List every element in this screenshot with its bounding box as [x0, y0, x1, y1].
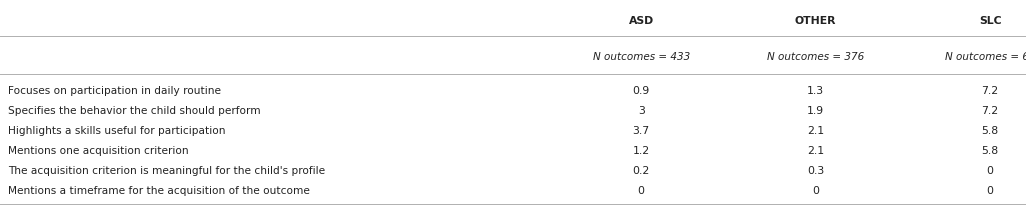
- Text: 0: 0: [987, 186, 993, 196]
- Text: N outcomes = 69: N outcomes = 69: [945, 52, 1026, 62]
- Text: 0: 0: [987, 166, 993, 176]
- Text: 7.2: 7.2: [982, 86, 998, 96]
- Text: The acquisition criterion is meaningful for the child's profile: The acquisition criterion is meaningful …: [8, 166, 325, 176]
- Text: 0.9: 0.9: [633, 86, 649, 96]
- Text: 1.9: 1.9: [807, 106, 824, 116]
- Text: 2.1: 2.1: [807, 126, 824, 136]
- Text: SLC: SLC: [979, 16, 1001, 26]
- Text: 0: 0: [813, 186, 819, 196]
- Text: N outcomes = 376: N outcomes = 376: [767, 52, 864, 62]
- Text: 5.8: 5.8: [982, 126, 998, 136]
- Text: 5.8: 5.8: [982, 146, 998, 156]
- Text: N outcomes = 433: N outcomes = 433: [593, 52, 689, 62]
- Text: ASD: ASD: [629, 16, 654, 26]
- Text: 1.3: 1.3: [807, 86, 824, 96]
- Text: 2.1: 2.1: [807, 146, 824, 156]
- Text: 0.3: 0.3: [807, 166, 824, 176]
- Text: OTHER: OTHER: [795, 16, 836, 26]
- Text: Highlights a skills useful for participation: Highlights a skills useful for participa…: [8, 126, 226, 136]
- Text: Specifies the behavior the child should perform: Specifies the behavior the child should …: [8, 106, 261, 116]
- Text: Mentions one acquisition criterion: Mentions one acquisition criterion: [8, 146, 189, 156]
- Text: 0: 0: [638, 186, 644, 196]
- Text: Focuses on participation in daily routine: Focuses on participation in daily routin…: [8, 86, 222, 96]
- Text: 3: 3: [638, 106, 644, 116]
- Text: Mentions a timeframe for the acquisition of the outcome: Mentions a timeframe for the acquisition…: [8, 186, 310, 196]
- Text: 1.2: 1.2: [633, 146, 649, 156]
- Text: 7.2: 7.2: [982, 106, 998, 116]
- Text: 0.2: 0.2: [633, 166, 649, 176]
- Text: 3.7: 3.7: [633, 126, 649, 136]
